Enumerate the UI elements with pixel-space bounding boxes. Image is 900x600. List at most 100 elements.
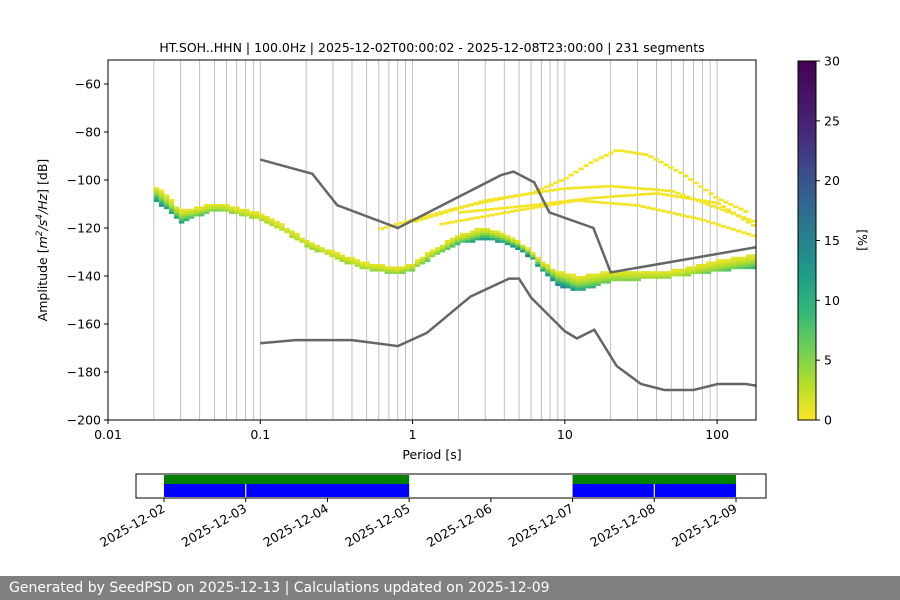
heat-cell — [675, 271, 682, 274]
heat-cell — [745, 261, 752, 265]
heat-cell — [349, 261, 355, 265]
heat-cell — [630, 278, 636, 282]
heat-cell — [474, 232, 481, 236]
heat-cell-outlier — [678, 171, 684, 175]
heat-cell — [560, 273, 566, 277]
heat-cell — [178, 216, 185, 219]
heat-cell-outlier — [494, 212, 500, 216]
heat-cell — [745, 266, 752, 270]
heat-cell-outlier — [589, 185, 595, 189]
heat-cell — [183, 216, 190, 219]
heat-cell — [610, 273, 616, 277]
heat-cell — [334, 254, 340, 258]
heat-cell — [264, 218, 270, 222]
colorbar-tick-label: 0 — [824, 413, 832, 428]
heat-cell-outlier — [549, 203, 556, 206]
heat-cell — [229, 208, 235, 212]
heat-cell-outlier — [693, 181, 699, 185]
heat-cell — [374, 266, 381, 270]
heat-cell — [173, 216, 180, 219]
heat-cell — [580, 285, 586, 289]
heat-cell — [580, 278, 586, 282]
heat-cell — [480, 232, 486, 236]
heat-cell — [188, 213, 195, 217]
heat-cell — [259, 218, 265, 222]
heat-cell — [219, 206, 225, 210]
heat-cell-outlier — [710, 221, 717, 225]
heat-cell — [304, 244, 310, 248]
heat-cell-outlier — [554, 200, 560, 204]
heat-cell-outlier — [648, 155, 654, 159]
heat-cell — [214, 206, 220, 210]
heat-cell — [725, 266, 732, 270]
heat-cell-outlier — [619, 194, 626, 198]
heat-cell — [625, 278, 631, 282]
heat-cell-outlier — [590, 200, 596, 204]
heat-cell — [163, 194, 170, 198]
timeline-date-label: 2025-12-02 — [97, 501, 167, 550]
heat-cell — [530, 256, 536, 260]
heat-cell-outlier — [645, 192, 651, 196]
heat-cell — [389, 266, 396, 270]
heat-cell-outlier — [433, 212, 439, 215]
y-tick-label: −180 — [67, 365, 101, 380]
heat-cell — [178, 218, 185, 222]
heat-cell-outlier — [604, 195, 611, 199]
heat-cell — [705, 271, 712, 274]
heat-cell — [685, 268, 692, 272]
heat-cell-outlier — [633, 151, 639, 155]
heat-cell — [495, 237, 501, 241]
heat-cell — [740, 264, 747, 267]
psd-heatmap — [153, 149, 756, 291]
heat-cell-outlier — [593, 158, 599, 162]
heat-cell — [730, 256, 737, 260]
heat-cell-outlier — [473, 202, 479, 205]
heat-cell-outlier — [618, 149, 624, 153]
heat-cell — [540, 264, 546, 267]
heat-cell-outlier — [715, 206, 721, 210]
heat-cell — [269, 220, 275, 224]
heat-cell — [535, 264, 541, 267]
heat-cell — [645, 276, 652, 279]
heat-cell-outlier — [538, 190, 545, 194]
heat-cell — [294, 232, 300, 236]
heat-cell — [750, 256, 756, 260]
heat-cell — [193, 213, 200, 217]
heat-cell — [464, 232, 471, 236]
heat-cell — [625, 271, 631, 274]
heat-cell — [183, 218, 190, 222]
heat-cell — [655, 276, 662, 279]
heat-cell — [600, 276, 606, 279]
heat-cell — [515, 247, 521, 250]
heat-cell — [153, 187, 160, 190]
heat-cell — [745, 256, 752, 260]
heat-cell — [510, 240, 516, 243]
heat-cell — [685, 271, 692, 274]
heat-cell — [344, 259, 350, 262]
heat-cell-outlier — [393, 223, 400, 226]
heat-cell — [469, 237, 476, 241]
heat-cell-outlier — [443, 209, 449, 213]
heat-cell — [399, 268, 406, 272]
y-tick-label: −60 — [75, 77, 101, 92]
heat-cell — [490, 232, 496, 236]
heat-cell — [419, 261, 426, 265]
heat-cell — [580, 276, 586, 279]
heat-cell-outlier — [738, 207, 744, 211]
heat-cell — [259, 216, 265, 219]
heat-cell-outlier — [570, 199, 576, 203]
heat-cell — [269, 223, 275, 226]
heat-cell — [635, 276, 641, 279]
heat-cell — [254, 211, 260, 214]
heat-cell-outlier — [428, 213, 434, 217]
heat-cell-outlier — [685, 215, 691, 218]
heat-cell — [424, 256, 431, 260]
heat-cell — [715, 264, 722, 267]
heat-cell-outlier — [418, 216, 425, 219]
heat-cell — [188, 216, 195, 219]
heat-cell — [349, 259, 355, 262]
heat-cell — [244, 208, 250, 212]
heat-cell — [454, 240, 461, 243]
heat-cell — [254, 213, 260, 217]
heat-cell — [545, 264, 551, 267]
